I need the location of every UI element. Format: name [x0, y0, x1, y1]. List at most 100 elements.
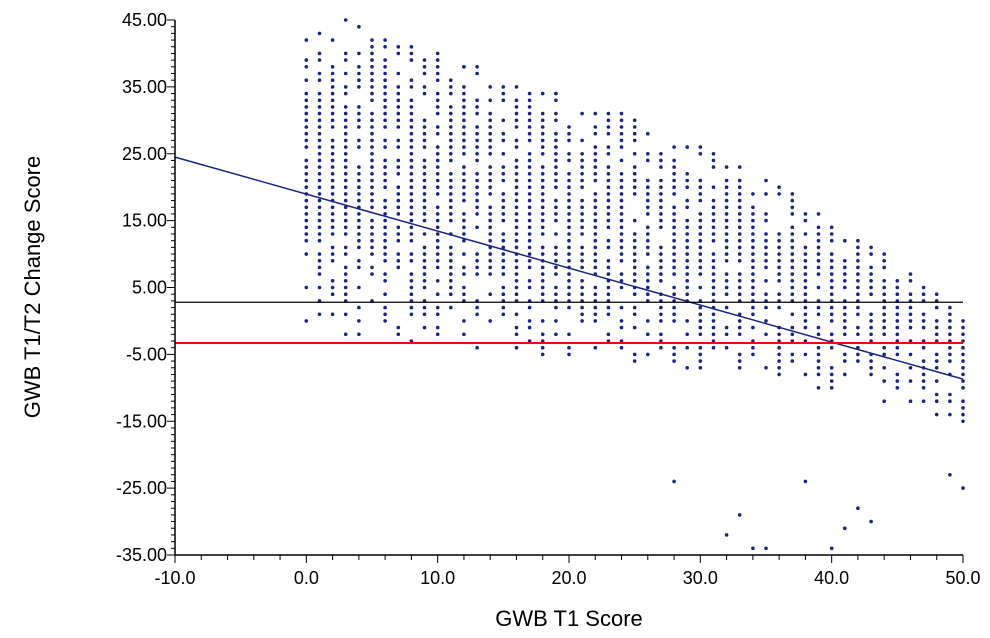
- scatter-point: [698, 178, 703, 183]
- scatter-point: [330, 65, 335, 69]
- scatter-point: [829, 332, 834, 337]
- scatter-point: [685, 245, 689, 250]
- scatter-point: [672, 225, 676, 230]
- scatter-point: [462, 105, 466, 109]
- scatter-point: [435, 78, 440, 82]
- scatter-point: [540, 225, 545, 230]
- scatter-point: [304, 105, 309, 109]
- scatter-point: [370, 71, 374, 76]
- scatter-point: [409, 125, 414, 129]
- scatter-point: [488, 125, 493, 129]
- scatter-point: [646, 272, 650, 276]
- scatter-point: [659, 272, 663, 276]
- scatter-point: [659, 252, 663, 256]
- scatter-point: [383, 238, 387, 243]
- scatter-point: [422, 259, 427, 263]
- scatter-point: [449, 272, 453, 276]
- scatter-point: [449, 111, 453, 116]
- scatter-point: [304, 91, 309, 96]
- scatter-point: [462, 165, 466, 169]
- scatter-point: [685, 225, 689, 230]
- scatter-point: [475, 312, 479, 317]
- scatter-point: [764, 192, 768, 196]
- scatter-point: [370, 272, 374, 276]
- scatter-point: [843, 279, 847, 283]
- scatter-point: [435, 105, 440, 109]
- scatter-point: [409, 285, 414, 290]
- scatter-point: [724, 259, 729, 263]
- scatter-point: [514, 345, 519, 350]
- scatter-point: [882, 379, 886, 383]
- scatter-point: [803, 305, 808, 310]
- scatter-point: [856, 245, 860, 250]
- scatter-point: [475, 225, 479, 230]
- scatter-point: [409, 51, 414, 56]
- scatter-point: [383, 78, 387, 82]
- scatter-point: [659, 312, 663, 317]
- scatter-point: [330, 152, 335, 156]
- scatter-point: [514, 245, 519, 250]
- scatter-point: [619, 305, 624, 310]
- scatter-point: [567, 279, 571, 283]
- scatter-point: [554, 131, 558, 136]
- scatter-point: [593, 131, 598, 136]
- scatter-point: [383, 319, 387, 323]
- scatter-point: [659, 198, 663, 203]
- scatter-point: [724, 192, 729, 196]
- scatter-point: [514, 178, 519, 183]
- scatter-point: [593, 292, 598, 297]
- scatter-point: [816, 259, 821, 263]
- scatter-point: [409, 212, 414, 216]
- scatter-point: [554, 138, 558, 143]
- scatter-point: [435, 218, 440, 223]
- scatter-point: [317, 205, 322, 210]
- scatter-point: [816, 245, 821, 250]
- scatter-point: [357, 172, 361, 176]
- scatter-point: [698, 238, 703, 243]
- scatter-point: [580, 319, 584, 323]
- scatter-point: [606, 265, 611, 270]
- scatter-point: [304, 172, 309, 176]
- scatter-point: [698, 359, 703, 363]
- scatter-point: [383, 145, 387, 149]
- scatter-point: [488, 178, 493, 183]
- scatter-point: [698, 145, 703, 149]
- scatter-point: [475, 198, 479, 203]
- scatter-point: [659, 279, 663, 283]
- scatter-point: [357, 285, 361, 290]
- scatter-point: [777, 252, 781, 256]
- scatter-point: [698, 332, 703, 337]
- scatter-point: [816, 252, 821, 256]
- scatter-point: [711, 158, 716, 163]
- scatter-point: [501, 198, 506, 203]
- scatter-point: [514, 105, 519, 109]
- scatter-point: [580, 212, 584, 216]
- scatter-point: [790, 272, 795, 276]
- scatter-point: [422, 245, 427, 250]
- scatter-point: [606, 285, 611, 290]
- scatter-point: [370, 111, 374, 116]
- scatter-point: [724, 245, 729, 250]
- scatter-point: [882, 305, 886, 310]
- scatter-point: [921, 325, 926, 330]
- scatter-point: [435, 91, 440, 96]
- scatter-point: [383, 111, 387, 116]
- scatter-point: [462, 238, 466, 243]
- scatter-point: [422, 272, 427, 276]
- scatter-point: [632, 218, 637, 223]
- scatter-point: [606, 125, 611, 129]
- scatter-point: [790, 265, 795, 270]
- scatter-point: [383, 225, 387, 230]
- scatter-point: [751, 218, 755, 223]
- scatter-point: [304, 58, 309, 62]
- scatter-point: [948, 345, 952, 350]
- scatter-point: [685, 232, 689, 236]
- scatter-point: [409, 305, 414, 310]
- scatter-point: [698, 272, 703, 276]
- scatter-point: [475, 259, 479, 263]
- scatter-point: [829, 265, 834, 270]
- scatter-point: [435, 232, 440, 236]
- scatter-point: [357, 259, 361, 263]
- scatter-point: [343, 185, 348, 189]
- scatter-point: [908, 366, 913, 370]
